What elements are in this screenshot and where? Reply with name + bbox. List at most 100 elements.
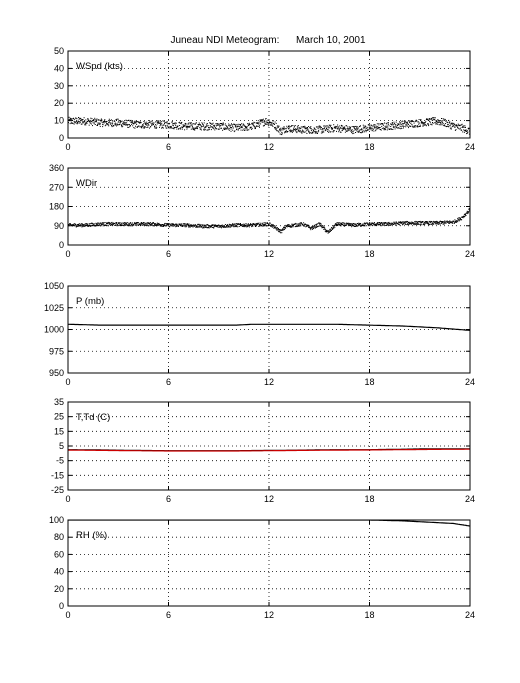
data-point <box>97 125 98 126</box>
data-point <box>136 127 138 128</box>
data-point <box>175 226 177 228</box>
data-point <box>427 221 428 223</box>
data-point <box>296 132 298 134</box>
data-point <box>220 226 222 228</box>
data-point <box>395 221 397 223</box>
data-point <box>173 224 174 226</box>
data-point <box>423 123 425 125</box>
data-point <box>350 223 351 225</box>
data-point <box>143 225 145 227</box>
data-point <box>205 125 207 127</box>
data-point <box>437 122 439 124</box>
data-point <box>422 124 424 126</box>
data-point <box>408 223 410 224</box>
data-point <box>436 121 438 122</box>
data-point <box>212 127 214 129</box>
data-point <box>185 223 187 225</box>
data-point <box>382 222 384 224</box>
data-point <box>362 124 364 126</box>
data-point <box>132 223 134 225</box>
data-point <box>123 225 125 227</box>
data-point <box>200 226 202 228</box>
data-point <box>242 225 244 226</box>
data-point <box>114 124 116 126</box>
data-point <box>307 129 309 131</box>
data-point <box>117 118 119 120</box>
data-point <box>301 131 303 133</box>
data-point <box>219 226 221 228</box>
data-point <box>239 127 241 129</box>
data-point <box>173 224 175 226</box>
data-point <box>155 121 157 123</box>
data-point <box>334 226 336 228</box>
data-point <box>274 123 275 125</box>
data-point <box>101 121 103 123</box>
data-point <box>437 223 439 225</box>
data-point <box>441 124 443 126</box>
data-point <box>268 123 270 125</box>
data-point <box>108 125 110 127</box>
data-point <box>389 223 391 225</box>
data-point <box>94 124 96 125</box>
data-point <box>248 129 250 131</box>
data-point <box>328 131 330 133</box>
data-point <box>69 223 71 225</box>
data-point <box>94 224 96 226</box>
data-point <box>386 223 388 225</box>
data-point <box>203 122 205 124</box>
data-point <box>392 124 394 126</box>
data-point <box>108 122 110 123</box>
data-point <box>234 223 236 225</box>
data-point <box>443 223 445 225</box>
data-point <box>364 127 366 129</box>
data-point <box>137 225 139 226</box>
data-point <box>86 121 88 123</box>
data-point <box>357 129 359 131</box>
data-point <box>452 221 454 223</box>
data-point <box>436 222 438 224</box>
data-point <box>197 224 198 226</box>
panel-label: WSpd (kts) <box>76 61 123 72</box>
data-point <box>166 225 168 226</box>
data-point <box>119 222 121 224</box>
data-point <box>375 223 377 225</box>
data-point <box>339 131 341 133</box>
data-point <box>212 224 214 226</box>
data-point <box>322 130 324 132</box>
data-point <box>329 125 331 127</box>
data-point <box>74 121 76 123</box>
data-point <box>108 221 110 223</box>
data-point <box>296 128 298 130</box>
data-point <box>184 125 186 127</box>
data-point <box>147 223 149 225</box>
data-point <box>372 222 374 224</box>
data-point <box>410 125 412 127</box>
data-point <box>207 224 209 226</box>
data-point <box>262 120 264 122</box>
data-point <box>83 225 85 227</box>
data-point <box>249 225 251 226</box>
data-point <box>119 224 121 226</box>
data-point <box>78 224 79 226</box>
data-point <box>466 133 468 135</box>
data-point <box>468 133 470 135</box>
y-tick-label: 10 <box>54 116 64 126</box>
data-point <box>218 226 220 228</box>
data-point <box>260 119 262 121</box>
data-point <box>374 225 376 227</box>
data-point <box>324 125 326 127</box>
data-point <box>83 121 85 123</box>
data-point <box>121 120 123 122</box>
data-point <box>343 225 345 227</box>
data-point <box>390 124 392 125</box>
series-line-1 <box>68 323 470 331</box>
data-point <box>307 224 309 226</box>
data-point <box>335 223 337 225</box>
data-point <box>433 220 435 222</box>
data-point <box>241 125 243 127</box>
data-point <box>456 220 458 222</box>
data-point <box>181 121 183 123</box>
data-point <box>299 222 301 224</box>
data-point <box>374 222 375 224</box>
data-point <box>103 122 105 124</box>
